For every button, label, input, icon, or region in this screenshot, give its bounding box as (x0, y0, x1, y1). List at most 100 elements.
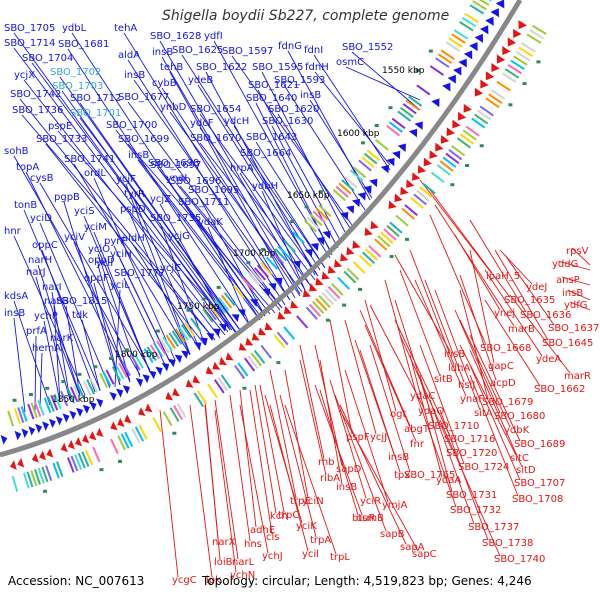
forward-gene-label: yciS (74, 206, 95, 217)
cog-feature-bar (526, 33, 542, 44)
cog-feature-bar (276, 331, 289, 346)
cog-feature-bar (13, 408, 21, 425)
reverse-gene-label: marR (564, 371, 591, 382)
forward-gene-label: insB (300, 90, 321, 101)
forward-gene-label: SBO_1670 (190, 133, 241, 144)
forward-gene-label: SBO_1620 (268, 104, 319, 115)
forward-gene-label: SBO_1625 (172, 45, 223, 56)
reverse-gene-label: hslJ (458, 380, 475, 391)
cog-feature-bar (479, 105, 494, 117)
cog-feature-bar (37, 467, 45, 484)
forward-label-connector (61, 90, 237, 333)
kbp-tick-label: 1850 kbp (52, 395, 95, 405)
cog-feature-bar (159, 338, 170, 354)
forward-arrow (431, 98, 440, 108)
forward-label-connector (115, 129, 263, 319)
forward-gene-label: SBO_1677 (118, 92, 169, 103)
genome-backbone (0, 0, 523, 458)
cog-feature-bar (73, 385, 82, 401)
reverse-label-connector (569, 301, 591, 311)
cog-feature-bar (374, 238, 388, 251)
forward-arrow (490, 8, 500, 18)
cog-feature-bar (202, 308, 214, 323)
reverse-arrow (117, 417, 125, 427)
cog-feature-bar (193, 392, 204, 408)
cog-feature-bar (410, 197, 424, 209)
forward-label-connector (97, 264, 131, 383)
cog-feature-bar (337, 276, 350, 290)
forward-gene-label: ychP (34, 311, 58, 322)
forward-gene-label: prfA (26, 326, 47, 337)
cog-feature-bar (292, 231, 305, 245)
cog-feature-bar (346, 267, 360, 281)
forward-label-connector (181, 54, 321, 271)
cog-feature-bar (453, 29, 469, 40)
reverse-gene-label: SBO_1679 (482, 397, 533, 408)
forward-arrow (193, 341, 202, 351)
rna-feature (12, 398, 17, 402)
cog-feature-bar (82, 380, 92, 397)
forward-label-connector (23, 209, 101, 391)
cog-feature-bar (436, 164, 451, 176)
cog-feature-bar (99, 372, 109, 389)
forward-gene-label: oppD (88, 255, 115, 266)
cog-feature-bar (60, 390, 69, 407)
cog-feature-bar (375, 139, 389, 151)
reverse-gene-label: ribA (320, 473, 340, 484)
forward-gene-label: ycjZ (150, 194, 171, 205)
reverse-arrow (60, 442, 68, 453)
cog-feature-bar (416, 189, 430, 202)
forward-label-connector (105, 267, 151, 373)
cog-feature-bar (395, 214, 409, 227)
forward-gene-label: fdnG (278, 41, 302, 52)
reverse-arrow (96, 427, 104, 438)
cog-feature-bar (138, 424, 148, 440)
cog-feature-bar (358, 159, 372, 172)
reverse-arrow (251, 332, 260, 341)
rna-feature (28, 393, 33, 397)
reverse-arrow (165, 391, 174, 401)
forward-label-connector (277, 113, 351, 229)
reverse-gene-label: SBO_1689 (514, 439, 565, 450)
cog-feature-bar (518, 46, 534, 57)
reverse-arrow (417, 164, 427, 174)
accession-text: Accession: NC_007613 (8, 574, 145, 588)
cog-feature-bar (448, 148, 463, 161)
forward-gene-label: fdnI (304, 45, 323, 56)
cog-feature-bar (86, 379, 95, 395)
reverse-gene-label: narL (232, 557, 255, 568)
cog-feature-bar (253, 350, 266, 364)
forward-gene-label: SBO_1640 (246, 93, 297, 104)
forward-gene-label: SBO_1701 (70, 108, 121, 119)
reverse-label-connector (557, 260, 591, 271)
cog-feature-bar (456, 137, 472, 149)
forward-gene-label: yciM (84, 222, 107, 233)
forward-gene-label: tyrR (124, 189, 145, 200)
forward-gene-label: ycjF (116, 174, 136, 185)
cog-feature-bar (312, 300, 325, 315)
forward-label-connector (79, 102, 241, 331)
reverse-label-connector (414, 279, 467, 397)
reverse-gene-label: rpsV (566, 246, 589, 257)
forward-label-connector (197, 194, 266, 317)
reverse-label-connector (299, 359, 327, 476)
reverse-gene-label: kch (270, 511, 288, 522)
cog-feature-bar (43, 397, 52, 414)
reverse-label-connector (249, 389, 273, 535)
reverse-label-connector (159, 409, 179, 578)
cog-feature-bar (111, 366, 122, 382)
forward-label-connector (133, 79, 291, 301)
reverse-arrow (518, 20, 527, 30)
forward-arrow (28, 426, 36, 436)
forward-gene-label: tdk (72, 310, 88, 321)
forward-arrow (69, 410, 77, 420)
reverse-arrow (496, 54, 506, 64)
cog-feature-bar (440, 49, 455, 60)
reverse-label-connector (429, 189, 493, 274)
cog-feature-bar (283, 326, 296, 340)
forward-gene-label: SBO_1595 (252, 62, 303, 73)
cog-feature-bar (383, 228, 397, 241)
cog-feature-bar (165, 334, 176, 350)
cog-feature-bar (377, 235, 391, 248)
cog-feature-bar (496, 80, 511, 92)
